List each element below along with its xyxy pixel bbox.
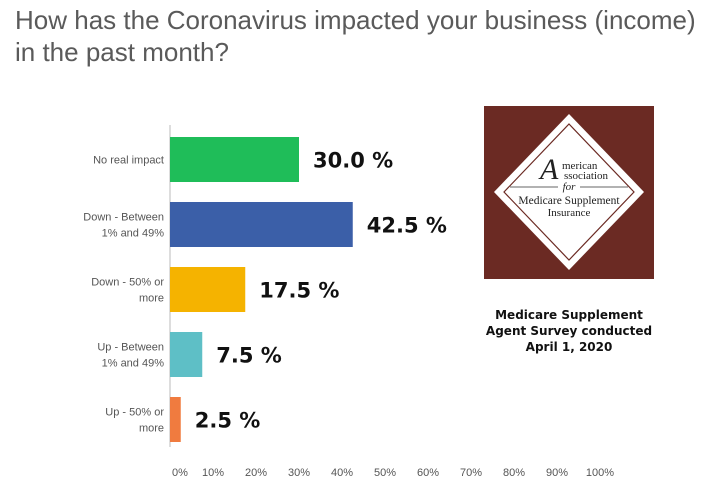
bar	[170, 202, 353, 247]
logo-text-association: ssociation	[564, 170, 608, 182]
logo-text-insurance: Insurance	[548, 207, 591, 219]
bar	[170, 397, 181, 442]
data-label: 7.5 %	[216, 344, 282, 368]
logo-text-merican: merican	[562, 160, 598, 172]
data-label: 30.0 %	[313, 149, 393, 173]
x-tick-label: 40%	[331, 467, 353, 479]
logo-text-for: for	[563, 181, 577, 193]
category-label: Down - 50% or	[91, 277, 164, 289]
chart-title: How has the Coronavirus impacted your bu…	[15, 5, 696, 67]
caption-line: Medicare Supplement	[495, 308, 643, 322]
category-label: Up - Between	[97, 342, 164, 354]
x-tick-label: 30%	[288, 467, 310, 479]
logo-initial-a: A	[538, 153, 559, 186]
x-tick-label: 70%	[460, 467, 482, 479]
bar	[170, 332, 203, 377]
bar	[170, 267, 246, 312]
category-label: 1% and 49%	[102, 358, 165, 370]
x-tick-label: 80%	[503, 467, 525, 479]
x-tick-label: 90%	[546, 467, 568, 479]
x-tick-label: 60%	[417, 467, 439, 479]
category-label: more	[139, 423, 164, 435]
caption-line: Agent Survey conducted	[485, 324, 653, 338]
x-tick-label: 50%	[374, 467, 396, 479]
category-label: Up - 50% or	[105, 407, 164, 419]
x-tick-label: 20%	[245, 467, 267, 479]
x-tick-label: 0%	[172, 467, 188, 479]
category-label: No real impact	[93, 155, 164, 167]
x-tick-label: 100%	[586, 467, 614, 479]
x-tick-label: 10%	[202, 467, 224, 479]
category-label: Down - Between	[83, 212, 164, 224]
category-label: 1% and 49%	[102, 228, 165, 240]
survey-caption: Medicare Supplement Agent Survey conduct…	[480, 307, 658, 355]
logo-text-medicare-supplement: Medicare Supplement	[518, 195, 620, 207]
caption-line: April 1, 2020	[525, 340, 613, 354]
data-label: 2.5 %	[195, 409, 261, 433]
category-label: more	[139, 293, 164, 305]
data-label: 17.5 %	[259, 279, 339, 303]
data-label: 42.5 %	[367, 214, 447, 238]
association-logo: A merican ssociation for Medicare Supple…	[484, 106, 654, 279]
bar	[170, 137, 299, 182]
